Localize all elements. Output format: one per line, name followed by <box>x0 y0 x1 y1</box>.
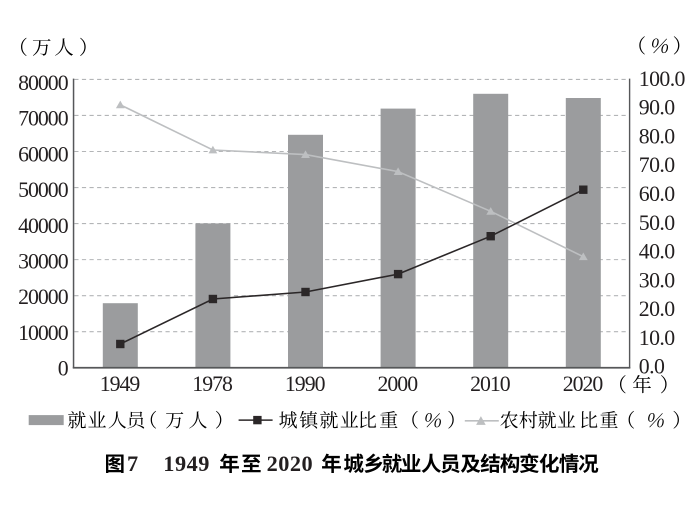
svg-text:10.0: 10.0 <box>639 326 675 350</box>
svg-text:40000: 40000 <box>18 214 69 238</box>
svg-text:2000: 2000 <box>378 372 419 396</box>
svg-text:1990: 1990 <box>285 372 326 396</box>
svg-text:30.0: 30.0 <box>639 268 675 292</box>
svg-text:70.0: 70.0 <box>639 153 675 177</box>
svg-text:7: 7 <box>127 451 138 476</box>
svg-text:50.0: 50.0 <box>639 211 675 235</box>
svg-text:70000: 70000 <box>18 107 69 131</box>
svg-text:100.0: 100.0 <box>639 67 686 91</box>
svg-text:40.0: 40.0 <box>639 240 675 264</box>
svg-text:2020: 2020 <box>267 451 314 476</box>
svg-text:0: 0 <box>58 357 69 381</box>
svg-text:60000: 60000 <box>18 142 69 166</box>
svg-text:80000: 80000 <box>18 71 69 95</box>
svg-text:1949: 1949 <box>163 451 210 476</box>
svg-text:50000: 50000 <box>18 178 69 202</box>
svg-text:20.0: 20.0 <box>639 297 675 321</box>
svg-text:10000: 10000 <box>18 321 69 345</box>
svg-text:1978: 1978 <box>192 372 233 396</box>
svg-text:2010: 2010 <box>470 372 511 396</box>
svg-text:20000: 20000 <box>18 285 69 309</box>
svg-text:80.0: 80.0 <box>639 124 675 148</box>
svg-text:1949: 1949 <box>100 372 140 396</box>
svg-text:60.0: 60.0 <box>639 182 675 206</box>
svg-text:30000: 30000 <box>18 250 69 274</box>
svg-text:2020: 2020 <box>563 372 604 396</box>
svg-text:0.0: 0.0 <box>639 355 665 379</box>
svg-text:90.0: 90.0 <box>639 96 675 120</box>
